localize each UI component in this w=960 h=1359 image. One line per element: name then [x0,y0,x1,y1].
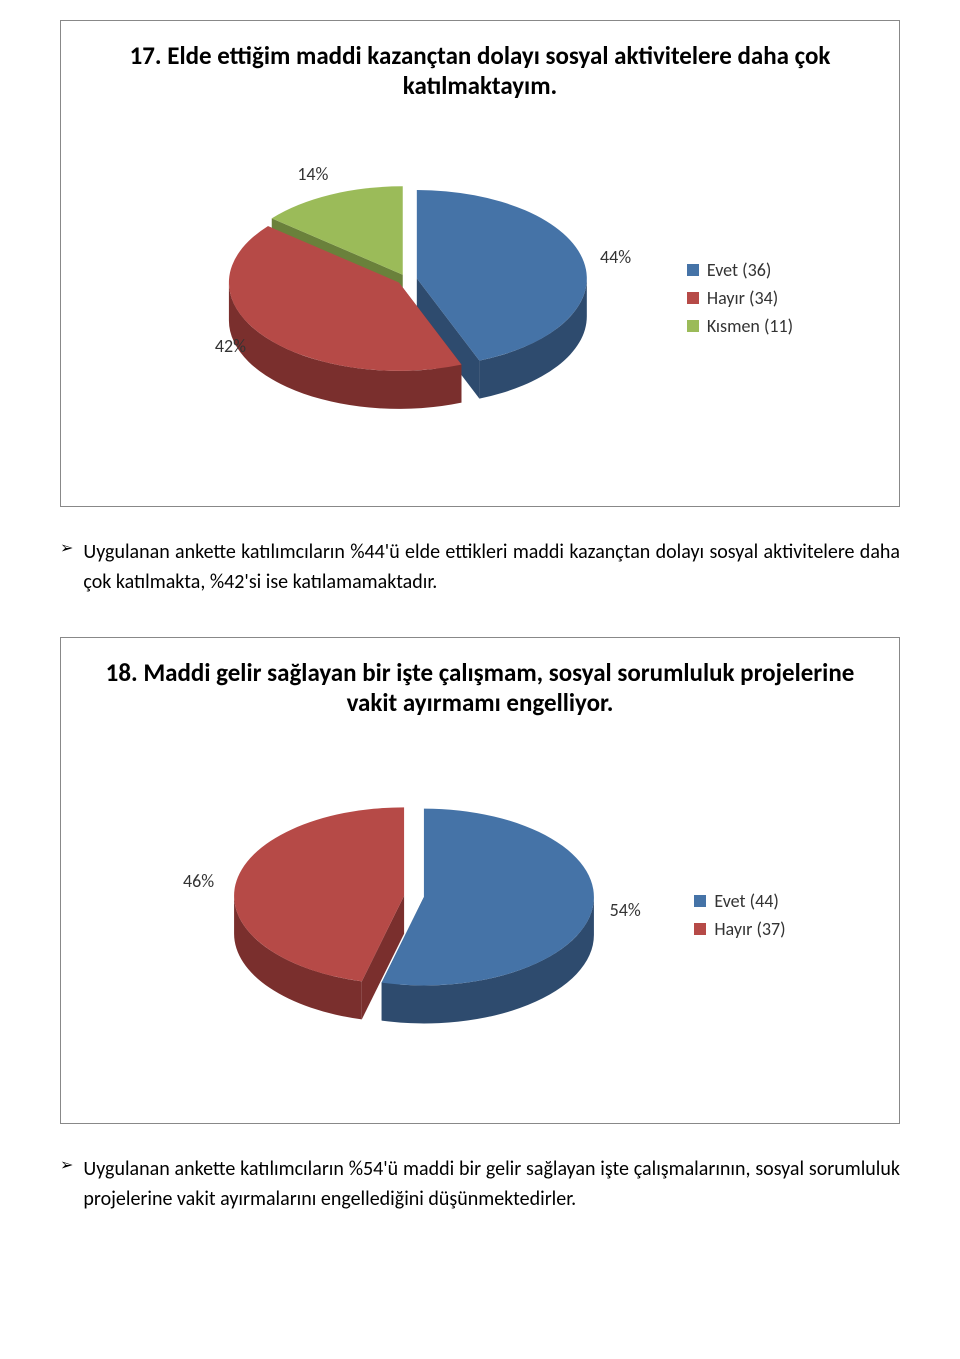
chart-17-legend: Evet (36) Hayır (34) Kısmen (11) [687,253,793,343]
pie-chart-svg [174,738,654,1093]
legend-item: Kısmen (11) [687,315,793,337]
analysis-17-text: Uygulanan ankette katılımcıların %44'ü e… [83,537,900,597]
chart-18-title: 18. Maddi gelir sağlayan bir işte çalışm… [81,658,879,718]
chart-17-pie: 44% 42% 14% [167,121,647,476]
pie-chart-svg [167,121,647,476]
chart-18-body: 54% 46% Evet (44) Hayır (37) [81,738,879,1093]
chart-18-pie: 54% 46% [174,738,654,1093]
legend-label: Kısmen (11) [707,315,793,337]
chart-18-legend: Evet (44) Hayır (37) [694,884,785,946]
legend-item: Evet (44) [694,890,785,912]
pie-percent-label: 14% [297,163,328,185]
chart-17-body: 44% 42% 14% Evet (36) Hayır (34) Kısmen (11) [81,121,879,476]
legend-label: Hayır (37) [714,918,785,940]
pie-percent-label: 42% [215,335,246,357]
chart-17-title: 17. Elde ettiğim maddi kazançtan dolayı … [81,41,879,101]
analysis-18: ➢ Uygulanan ankette katılımcıların %54'ü… [60,1154,900,1214]
legend-item: Hayır (34) [687,287,793,309]
legend-item: Evet (36) [687,259,793,281]
pie-percent-label: 54% [610,899,641,921]
page: 17. Elde ettiğim maddi kazançtan dolayı … [0,0,960,1294]
legend-item: Hayır (37) [694,918,785,940]
analysis-18-text: Uygulanan ankette katılımcıların %54'ü m… [83,1154,900,1214]
pie-percent-label: 46% [183,870,214,892]
legend-swatch [687,292,699,304]
legend-swatch [687,320,699,332]
legend-swatch [694,895,706,907]
chart-17-box: 17. Elde ettiğim maddi kazançtan dolayı … [60,20,900,507]
bullet-icon: ➢ [60,1154,73,1214]
legend-label: Evet (44) [714,890,778,912]
analysis-17: ➢ Uygulanan ankette katılımcıların %44'ü… [60,537,900,597]
chart-18-box: 18. Maddi gelir sağlayan bir işte çalışm… [60,637,900,1124]
legend-label: Hayır (34) [707,287,778,309]
legend-swatch [694,923,706,935]
bullet-icon: ➢ [60,537,73,597]
pie-percent-label: 44% [600,246,631,268]
legend-swatch [687,264,699,276]
legend-label: Evet (36) [707,259,771,281]
